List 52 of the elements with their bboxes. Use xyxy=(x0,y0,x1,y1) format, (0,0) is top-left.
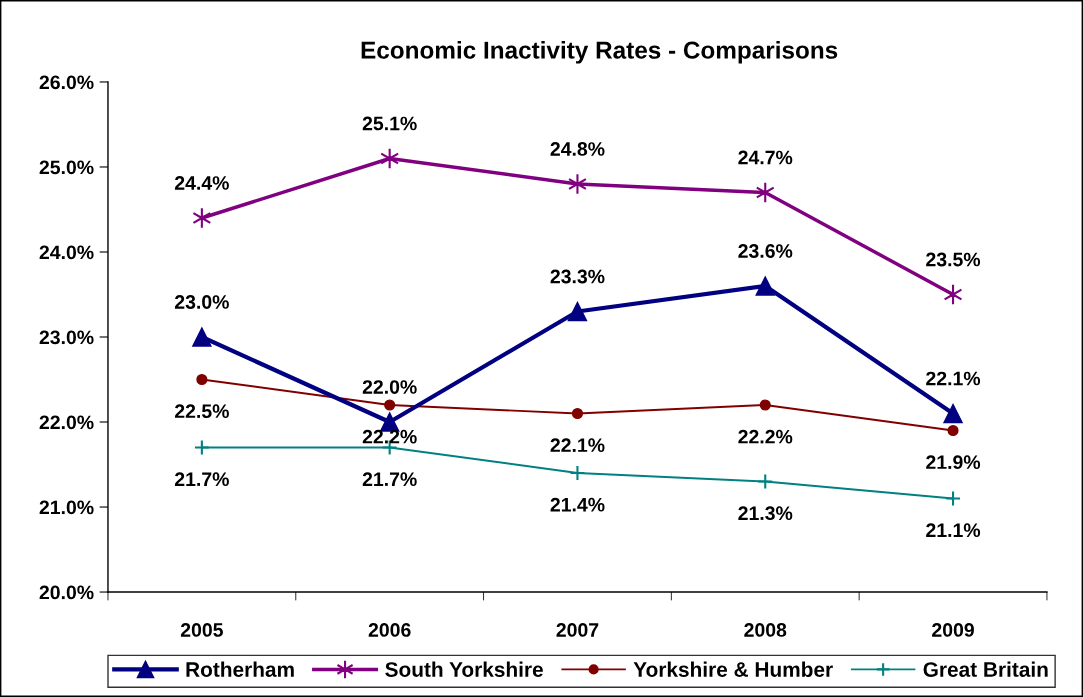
x-tick-label: 2005 xyxy=(180,623,223,637)
data-label: 21.1% xyxy=(926,523,981,538)
data-label: 22.0% xyxy=(362,380,417,394)
x-tick-label: 2009 xyxy=(932,623,974,637)
y-tick-label: 24.0% xyxy=(39,245,94,260)
data-label: 22.2% xyxy=(362,429,417,444)
x-tick-label: 2006 xyxy=(368,623,411,637)
point xyxy=(947,424,959,437)
chart-title: Economic Inactivity Rates - Comparisons xyxy=(361,40,838,64)
x-tick-label: 2007 xyxy=(556,623,599,637)
data-label: 23.0% xyxy=(174,295,229,309)
point xyxy=(568,173,587,195)
y-tick-label: 21.0% xyxy=(39,500,94,515)
data-label: 21.7% xyxy=(362,472,417,487)
data-label: 21.7% xyxy=(174,472,229,487)
data-label: 21.3% xyxy=(738,506,793,521)
point xyxy=(759,399,771,411)
data-label: 22.2% xyxy=(738,429,793,444)
y-tick-label: 25.0% xyxy=(39,160,94,175)
data-label: 23.6% xyxy=(738,244,793,258)
point xyxy=(384,399,396,411)
data-label: 24.4% xyxy=(174,176,229,190)
data-label: 23.3% xyxy=(550,269,605,284)
data-label: 24.8% xyxy=(550,142,605,156)
data-label: 22.1% xyxy=(550,438,605,453)
point xyxy=(567,301,588,322)
legend-label: Yorkshire & Humber xyxy=(633,661,833,677)
point xyxy=(571,407,584,420)
y-tick-label: 20.0% xyxy=(39,585,94,600)
point xyxy=(193,439,210,456)
point xyxy=(196,373,208,386)
point xyxy=(192,327,212,347)
legend-label: Great Britain xyxy=(923,661,1048,677)
x-tick-label: 2008 xyxy=(744,623,787,637)
point xyxy=(757,473,774,490)
legend-label: Rotherham xyxy=(186,661,294,677)
y-tick-label: 26.0% xyxy=(39,75,94,90)
data-label: 21.9% xyxy=(926,455,981,470)
legend-label: South Yorkshire xyxy=(385,661,543,677)
data-label: 23.5% xyxy=(926,252,981,267)
point xyxy=(943,403,963,424)
point xyxy=(755,276,775,296)
point xyxy=(192,207,212,229)
data-label: 21.4% xyxy=(550,497,605,512)
point xyxy=(569,465,586,481)
y-tick-label: 22.0% xyxy=(39,415,94,430)
data-label: 22.5% xyxy=(174,404,229,419)
data-label: 22.1% xyxy=(926,371,981,386)
point xyxy=(945,490,962,507)
y-tick-label: 23.0% xyxy=(39,330,94,345)
data-label: 25.1% xyxy=(362,116,417,131)
data-label: 24.7% xyxy=(738,150,793,165)
